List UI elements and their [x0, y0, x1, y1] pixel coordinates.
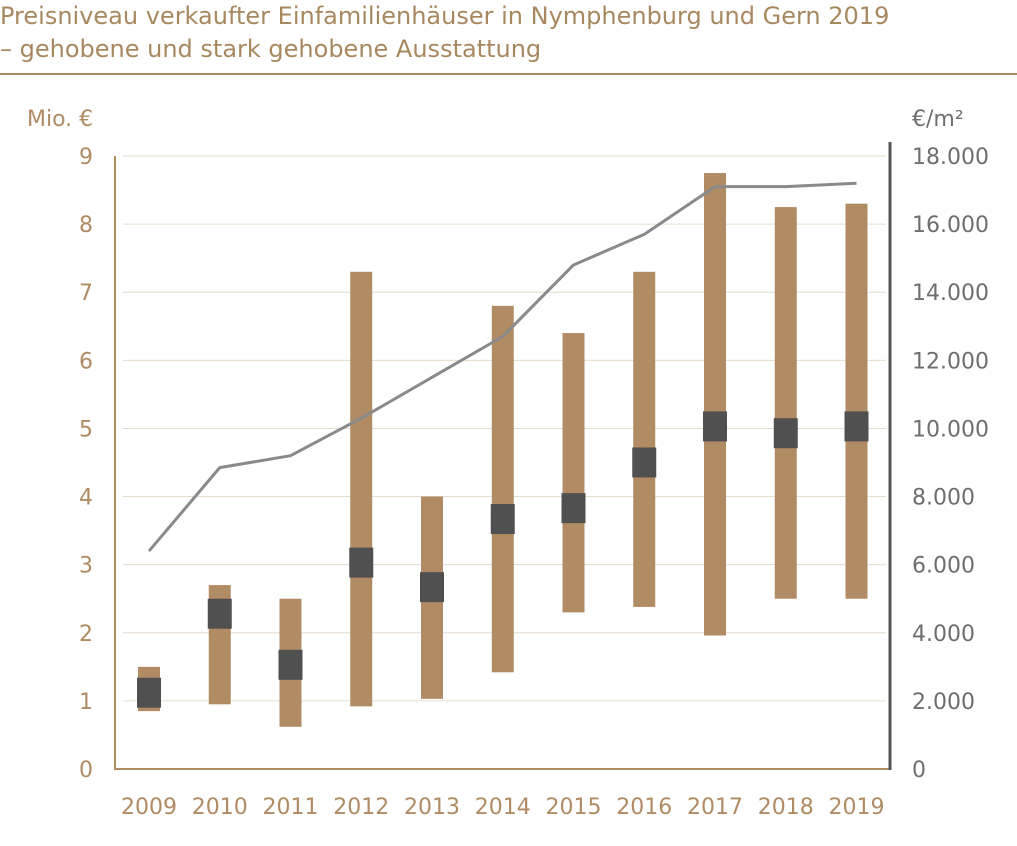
median-marker-2018	[773, 418, 798, 449]
range-bar-2017	[704, 173, 726, 636]
median-marker-2014	[490, 504, 515, 535]
chart-title-line1: Preisniveau verkaufter Einfamilienhäuser…	[0, 2, 890, 30]
left-tick-label: 8	[79, 213, 93, 238]
right-tick-label: 8.000	[912, 486, 975, 511]
range-bars	[138, 173, 868, 727]
median-marker-2013	[420, 572, 444, 603]
median-markers	[137, 411, 869, 708]
left-tick-label: 9	[79, 145, 93, 170]
x-tick-label-2014: 2014	[475, 795, 531, 820]
x-tick-label-2016: 2016	[616, 795, 672, 820]
median-marker-2011	[278, 649, 303, 680]
range-bar-2014	[491, 305, 514, 673]
x-tick-label-2018: 2018	[758, 795, 814, 820]
left-tick-label: 7	[79, 281, 93, 306]
left-axis-unit: Mio. €	[27, 107, 93, 132]
x-tick-label-2019: 2019	[829, 795, 885, 820]
right-tick-label: 0	[912, 758, 926, 783]
median-marker-2009	[137, 677, 161, 708]
x-tick-label-2012: 2012	[333, 795, 389, 820]
chart-title-line2: – gehobene und stark gehobene Ausstattun…	[0, 35, 542, 63]
right-tick-label: 18.000	[912, 145, 989, 170]
x-tick-label-2010: 2010	[192, 795, 248, 820]
left-tick-label: 2	[79, 622, 93, 647]
range-bar-2015	[562, 333, 585, 613]
left-tick-label: 1	[79, 690, 93, 715]
right-tick-label: 6.000	[912, 554, 975, 579]
left-tick-label: 6	[79, 349, 93, 374]
left-tick-label: 3	[79, 554, 93, 579]
range-bar-2016	[633, 271, 656, 607]
left-tick-label: 0	[79, 758, 93, 783]
right-tick-label: 12.000	[912, 349, 989, 374]
right-tick-label: 2.000	[912, 690, 975, 715]
median-marker-2015	[561, 493, 586, 524]
axis-labels: 0 1 2 3 4 5 6 7 8 9 0 2.000 4.000 6.000 8.000 10.000 12.…	[27, 107, 989, 820]
left-tick-label: 5	[79, 417, 93, 442]
right-tick-label: 4.000	[912, 622, 975, 647]
median-marker-2012	[349, 547, 374, 578]
range-bar-2012	[350, 271, 373, 707]
chart-title: Preisniveau verkaufter Einfamilienhäuser…	[0, 0, 1017, 66]
x-tick-label-2009: 2009	[121, 795, 177, 820]
x-tick-label-2011: 2011	[263, 795, 319, 820]
right-tick-label: 10.000	[912, 417, 989, 442]
x-tick-label-2015: 2015	[546, 795, 602, 820]
median-marker-2019	[844, 411, 869, 442]
range-bar-2019	[845, 203, 868, 599]
axes	[114, 142, 892, 770]
median-marker-2016	[632, 447, 657, 478]
median-marker-2010	[207, 598, 232, 629]
x-tick-label-2013: 2013	[404, 795, 460, 820]
left-tick-label: 4	[79, 486, 93, 511]
title-divider	[0, 73, 1017, 75]
x-tick-label-2017: 2017	[687, 795, 743, 820]
right-tick-label: 14.000	[912, 281, 989, 306]
right-tick-label: 16.000	[912, 213, 989, 238]
price-per-sqm-line	[147, 181, 857, 553]
median-marker-2017	[703, 411, 727, 442]
right-axis-unit: €/m²	[912, 107, 964, 132]
range-bar-2018	[774, 207, 797, 599]
